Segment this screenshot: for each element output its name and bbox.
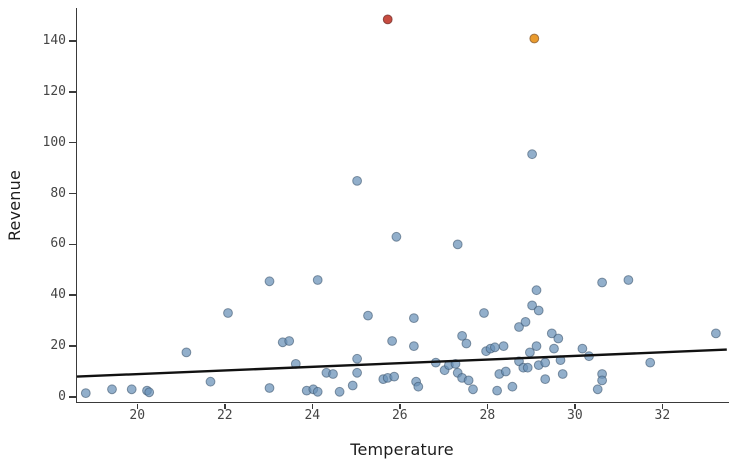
data-point-observations: [522, 362, 533, 373]
x-tick-label: 20: [129, 408, 146, 423]
y-axis-label: Revenue: [4, 8, 26, 402]
plot-canvas: [76, 14, 727, 399]
plot-area: [76, 8, 729, 403]
data-point-observations: [352, 176, 363, 186]
x-tick-mark: [574, 403, 576, 409]
data-point-outlier-red: [382, 14, 393, 25]
data-point-observations: [334, 386, 345, 397]
trend-line: [76, 348, 727, 378]
y-tick-label: 140: [42, 33, 66, 49]
data-point-observations: [80, 388, 91, 399]
data-point-observations: [546, 328, 557, 339]
data-point-observations: [711, 328, 721, 339]
data-point-observations: [531, 285, 542, 296]
x-tick-mark: [399, 403, 401, 409]
data-point-observations: [126, 384, 137, 395]
data-point-observations: [312, 275, 323, 285]
data-point-observations: [363, 310, 373, 321]
data-point-observations: [205, 376, 216, 387]
x-tick-label: 30: [567, 408, 583, 423]
data-point-observations: [577, 343, 588, 354]
data-point-observations: [549, 343, 559, 354]
data-point-observations: [312, 386, 323, 397]
y-tick-mark: [69, 40, 76, 42]
x-tick-mark: [136, 403, 138, 409]
y-tick-mark: [69, 396, 76, 398]
data-point-observations: [452, 239, 463, 250]
data-point-observations: [144, 387, 155, 398]
data-point-observations: [181, 347, 192, 358]
data-point-observations: [352, 367, 363, 378]
data-point-observations: [592, 384, 603, 395]
data-point-observations: [387, 336, 398, 346]
y-tick-mark: [69, 192, 76, 195]
y-tick-mark: [69, 243, 76, 246]
data-point-observations: [500, 366, 511, 377]
y-tick-label: 100: [42, 134, 66, 150]
x-tick-label: 24: [304, 408, 321, 423]
data-point-observations: [347, 380, 358, 391]
data-point-observations: [597, 277, 607, 288]
data-point-observations: [391, 231, 402, 242]
data-point-observations: [540, 374, 551, 385]
data-point-observations: [597, 375, 607, 386]
y-tick-mark: [69, 141, 76, 144]
x-axis-label: Temperature: [350, 440, 454, 459]
data-point-observations: [284, 336, 295, 346]
data-point-observations: [520, 317, 531, 327]
y-tick-mark: [69, 345, 76, 347]
data-point-observations: [540, 357, 551, 368]
data-point-observations: [463, 375, 474, 386]
data-point-observations: [468, 384, 478, 395]
data-point-observations: [527, 300, 538, 311]
y-tick-mark: [69, 294, 76, 296]
data-point-observations: [352, 353, 363, 364]
data-point-observations: [527, 149, 538, 160]
data-point-observations: [409, 313, 419, 324]
data-point-observations: [490, 342, 500, 353]
y-tick-label: 60: [50, 236, 66, 252]
data-point-observations: [457, 331, 468, 341]
data-point-observations: [223, 308, 233, 318]
data-point-observations: [498, 341, 509, 352]
data-point-observations: [413, 381, 424, 392]
y-tick-label: 20: [50, 338, 66, 354]
x-tick-label: 26: [391, 408, 408, 423]
data-point-observations: [409, 341, 419, 352]
data-point-observations: [553, 333, 564, 344]
data-point-observations: [479, 308, 489, 318]
data-point-observations: [514, 322, 524, 332]
data-point-observations: [531, 341, 542, 352]
data-point-observations: [492, 385, 503, 396]
data-point-observations: [328, 369, 338, 379]
x-tick-mark: [661, 403, 664, 409]
data-point-observations: [107, 384, 117, 395]
x-tick-mark: [224, 403, 226, 409]
data-point-observations: [533, 305, 544, 316]
data-point-observations: [264, 276, 275, 287]
data-point-observations: [623, 275, 634, 285]
y-tick-label: 0: [58, 388, 66, 404]
data-point-observations: [645, 357, 656, 368]
y-tick-label: 40: [50, 287, 66, 303]
x-tick-label: 32: [654, 408, 671, 423]
x-tick-mark: [311, 403, 314, 409]
y-axis-label-text: Revenue: [5, 169, 25, 241]
y-tick-label: 120: [42, 83, 66, 99]
y-tick-label: 80: [50, 185, 66, 201]
x-tick-label: 22: [216, 408, 233, 423]
data-point-observations: [557, 369, 568, 379]
data-point-observations: [461, 338, 472, 349]
data-point-observations: [264, 383, 275, 393]
x-tick-label: 28: [479, 408, 496, 423]
data-point-outlier-orange: [529, 33, 540, 44]
x-tick-mark: [486, 403, 489, 409]
y-tick-mark: [69, 91, 76, 93]
data-point-observations: [389, 371, 400, 382]
data-point-observations: [507, 381, 518, 392]
